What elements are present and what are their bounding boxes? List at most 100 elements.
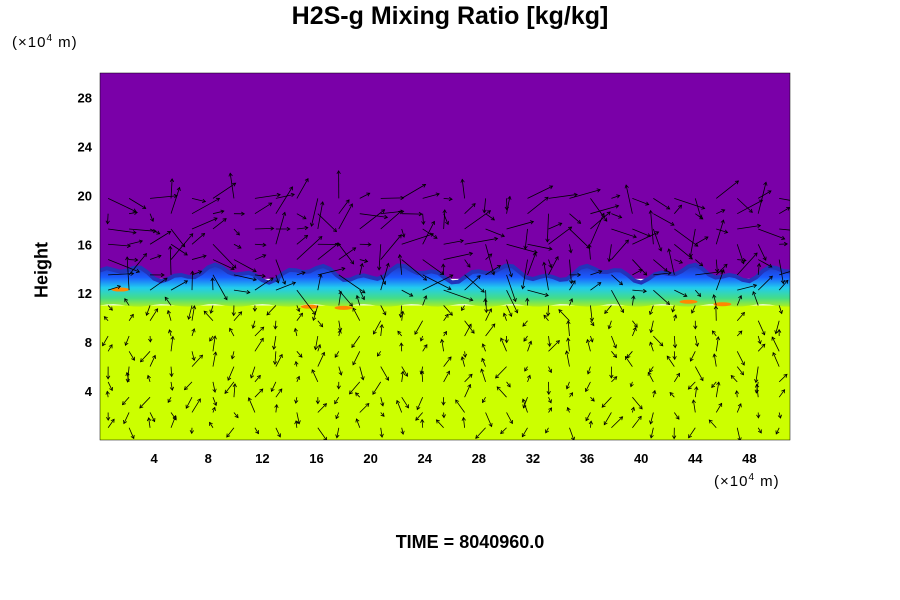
wind-arrow: [756, 412, 761, 419]
wind-arrow: [771, 336, 780, 352]
wind-arrow: [315, 397, 320, 405]
wind-arrow: [611, 376, 618, 383]
wind-arrow: [758, 228, 786, 240]
wind-arrow: [338, 274, 366, 294]
wind-arrow: [523, 228, 528, 250]
wind-arrow: [191, 197, 221, 215]
wind-arrow: [545, 305, 551, 317]
wind-arrow: [629, 381, 634, 388]
wind-arrow: [527, 196, 549, 214]
wind-arrow: [164, 296, 172, 306]
wind-arrow: [757, 320, 766, 336]
wind-arrow: [335, 412, 340, 420]
wind-arrow: [711, 381, 717, 388]
mixing-band-region: [100, 264, 790, 307]
wind-arrow: [671, 305, 676, 313]
wind-arrow: [380, 274, 387, 286]
wind-arrow: [128, 253, 147, 276]
wind-arrow: [422, 344, 428, 352]
wind-arrow: [105, 390, 110, 398]
wind-arrow: [565, 381, 570, 390]
wind-arrow: [380, 366, 390, 381]
wind-arrow: [545, 427, 549, 434]
wind-arrow: [611, 335, 617, 349]
wind-arrow: [542, 261, 549, 291]
wind-arrow: [129, 257, 139, 263]
wind-arrow: [548, 259, 553, 269]
wind-arrow: [752, 291, 759, 306]
wind-arrow: [443, 356, 452, 367]
wind-arrow: [233, 211, 246, 216]
wind-arrow: [254, 326, 265, 337]
wind-arrow: [149, 228, 161, 235]
wind-arrow: [715, 381, 721, 398]
wind-arrow: [128, 351, 135, 361]
x-tick-label: 16: [309, 451, 323, 466]
wind-arrow: [107, 418, 115, 428]
wind-arrow: [506, 289, 519, 314]
wind-arrow: [778, 207, 790, 215]
wind-arrow: [146, 374, 151, 383]
wind-arrow: [149, 213, 155, 223]
wind-arrow: [359, 289, 366, 301]
wind-arrow: [632, 198, 650, 206]
wind-arrow: [224, 381, 235, 394]
wind-arrow: [191, 217, 218, 230]
y-tick-label: 4: [85, 384, 93, 399]
wind-arrow: [673, 372, 680, 383]
wind-arrow: [233, 274, 257, 282]
wind-arrow: [630, 406, 636, 413]
wind-arrow: [149, 231, 172, 245]
wind-arrow: [150, 272, 165, 278]
wind-arrow: [275, 211, 287, 245]
wind-arrow: [296, 312, 303, 321]
wind-arrow: [653, 335, 664, 347]
wind-arrow: [355, 392, 361, 398]
wind-arrow: [400, 427, 405, 435]
y-tick-label: 28: [78, 90, 92, 105]
wind-arrow: [694, 335, 700, 347]
wind-arrow: [372, 320, 382, 335]
wind-arrow: [455, 399, 465, 413]
wind-arrow: [502, 312, 507, 321]
wind-arrow: [496, 386, 507, 398]
wind-arrow: [442, 209, 447, 229]
wind-arrow: [169, 178, 175, 199]
wind-arrow: [506, 195, 512, 214]
wind-arrow: [480, 368, 486, 383]
wind-arrow: [397, 330, 403, 337]
wind-arrow: [647, 371, 654, 383]
wind-arrow: [254, 277, 274, 291]
wind-arrow: [348, 381, 361, 395]
wind-arrow: [730, 374, 738, 383]
wind-arrow: [294, 397, 299, 404]
wind-arrow: [485, 228, 506, 238]
wind-arrow: [632, 326, 637, 337]
wind-arrow: [169, 381, 175, 391]
wind-arrow: [504, 198, 509, 211]
wind-arrow: [398, 305, 404, 319]
wind-arrow: [275, 427, 282, 438]
wind-arrow: [527, 185, 554, 199]
wind-arrow: [443, 251, 474, 260]
wind-arrow: [464, 274, 485, 293]
wind-arrow: [569, 272, 582, 278]
wind-arrow: [166, 309, 172, 321]
wind-arrow: [212, 335, 217, 352]
wind-arrow: [548, 256, 559, 276]
wind-arrow: [125, 256, 130, 291]
wind-arrow: [632, 231, 660, 245]
wind-arrow: [736, 244, 745, 265]
wind-arrow: [775, 427, 780, 435]
hotspot: [334, 305, 353, 310]
wind-arrow: [694, 289, 702, 297]
wind-arrow: [632, 228, 652, 238]
wind-arrow: [462, 351, 468, 358]
wind-arrow: [107, 344, 113, 352]
x-tick-label: 24: [417, 451, 432, 466]
wind-arrow: [694, 386, 699, 398]
wind-arrow: [569, 298, 574, 306]
wind-arrow: [170, 228, 186, 248]
chart-title: H2S-g Mixing Ratio [kg/kg]: [291, 2, 609, 30]
wind-arrow: [443, 370, 451, 383]
